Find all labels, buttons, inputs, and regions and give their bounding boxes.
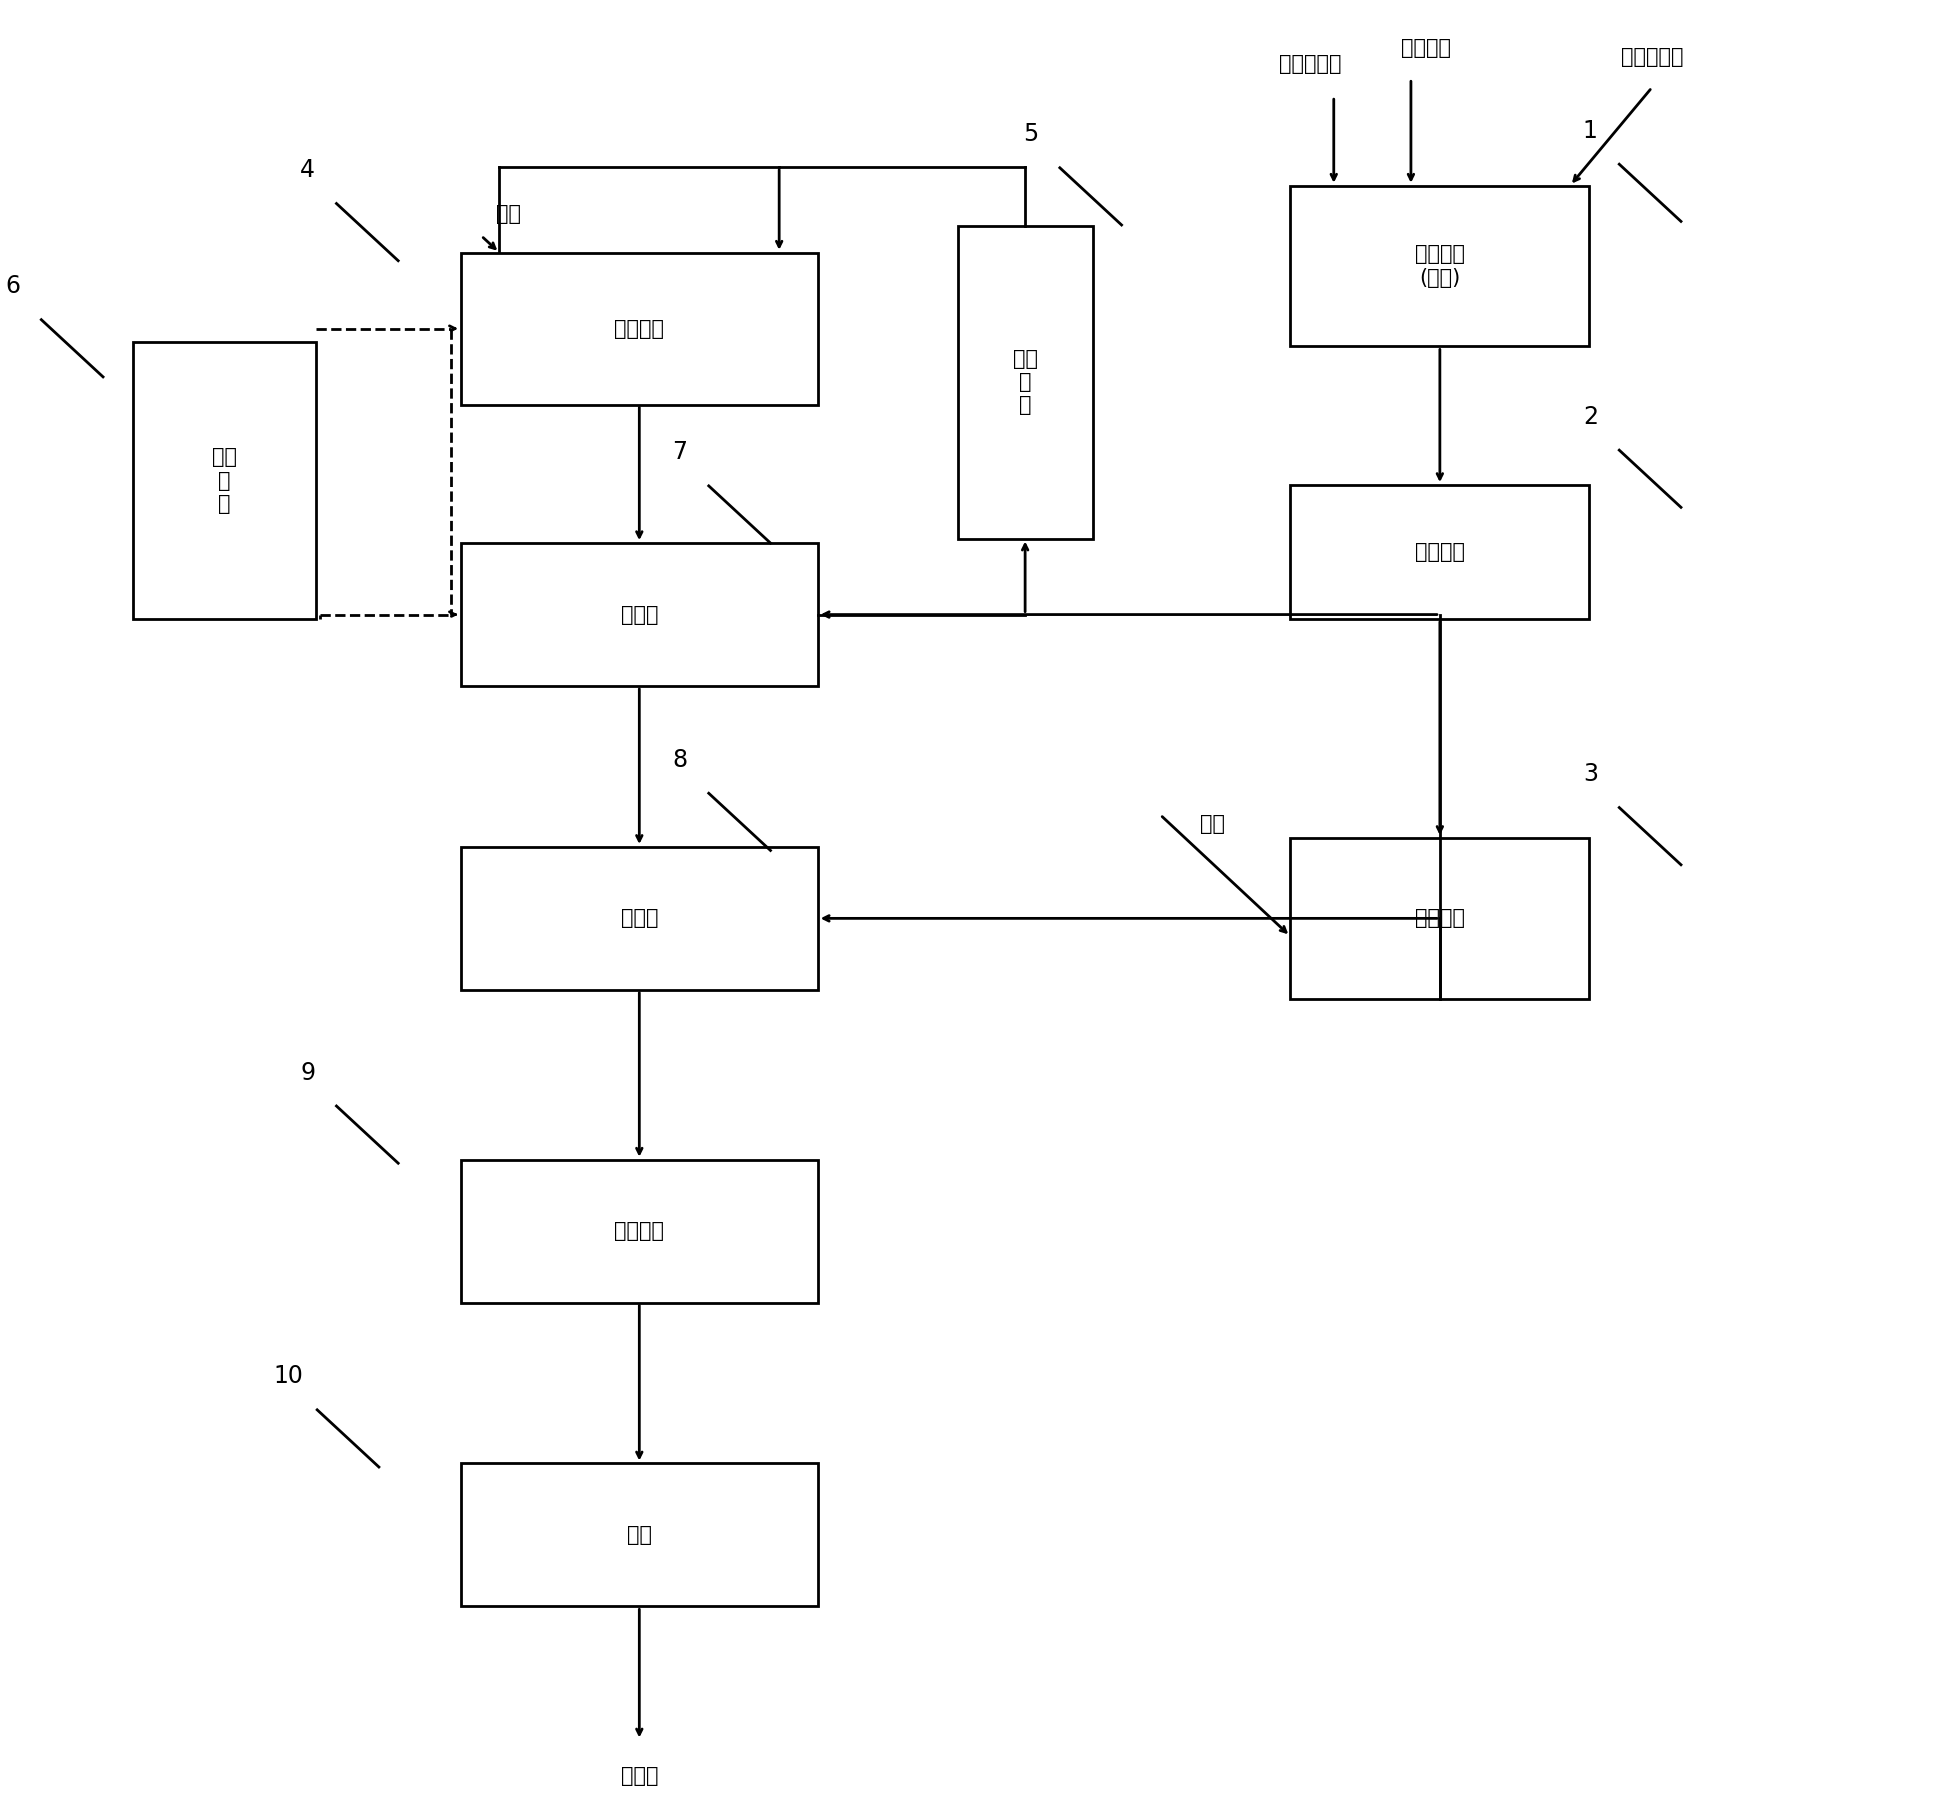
- Text: 颗粒固化: 颗粒固化: [1415, 542, 1464, 562]
- Text: 浸液
循
环: 浸液 循 环: [1012, 349, 1037, 416]
- Bar: [460, 846, 818, 991]
- Text: 贫液池: 贫液池: [620, 605, 658, 625]
- Text: 富液池: 富液池: [620, 908, 658, 928]
- Bar: [1290, 186, 1589, 346]
- Text: 5: 5: [1024, 122, 1037, 146]
- Text: 9: 9: [299, 1061, 315, 1084]
- Text: 4: 4: [299, 158, 315, 182]
- Text: 净化除铁: 净化除铁: [614, 1221, 663, 1241]
- Text: 钴产品: 钴产品: [620, 1767, 658, 1787]
- Bar: [957, 225, 1092, 538]
- Bar: [133, 342, 315, 620]
- Text: 菌液: 菌液: [1200, 814, 1225, 834]
- Text: 含钴硫精矿: 含钴硫精矿: [1278, 54, 1341, 74]
- Text: 碎石载体: 碎石载体: [1401, 38, 1450, 58]
- Text: 生物堆浸: 生物堆浸: [614, 319, 663, 339]
- Text: 水、粘合剂: 水、粘合剂: [1620, 47, 1683, 67]
- Bar: [1290, 484, 1589, 620]
- Text: 酸铁
平
衡: 酸铁 平 衡: [211, 447, 237, 513]
- Bar: [460, 252, 818, 405]
- Text: 菌液: 菌液: [495, 204, 521, 225]
- Text: 8: 8: [671, 747, 687, 773]
- Text: 沉鑴: 沉鑴: [626, 1525, 652, 1545]
- Text: 碎石裹覆
(制粒): 碎石裹覆 (制粒): [1415, 245, 1464, 288]
- Text: 6: 6: [4, 274, 20, 299]
- Bar: [460, 1160, 818, 1302]
- Text: 3: 3: [1581, 762, 1597, 785]
- Text: 2: 2: [1581, 405, 1597, 429]
- Text: 1: 1: [1581, 119, 1597, 142]
- Bar: [460, 1464, 818, 1606]
- Text: 接菌筑堆: 接菌筑堆: [1415, 908, 1464, 928]
- Text: 7: 7: [671, 441, 687, 465]
- Bar: [460, 544, 818, 686]
- Text: 10: 10: [274, 1365, 303, 1389]
- Bar: [1290, 837, 1589, 1000]
